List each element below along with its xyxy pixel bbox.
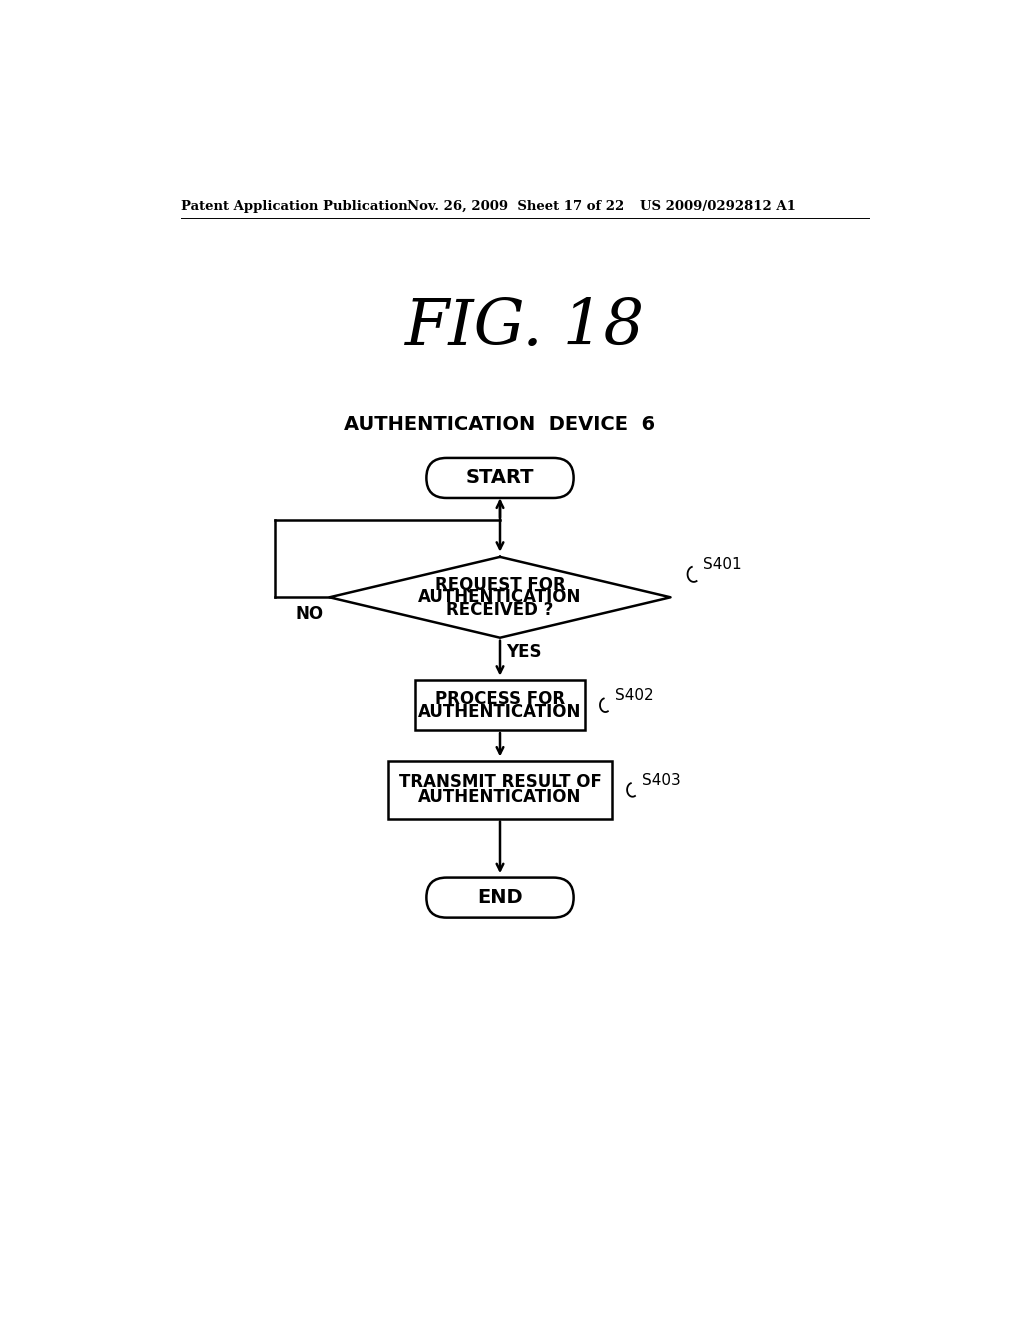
FancyBboxPatch shape <box>415 680 586 730</box>
Text: AUTHENTICATION: AUTHENTICATION <box>419 702 582 721</box>
Text: RECEIVED ?: RECEIVED ? <box>446 602 554 619</box>
FancyBboxPatch shape <box>426 878 573 917</box>
Text: FIG. 18: FIG. 18 <box>404 297 645 359</box>
Text: START: START <box>466 469 535 487</box>
Text: END: END <box>477 888 523 907</box>
Text: NO: NO <box>295 606 324 623</box>
Text: PROCESS FOR: PROCESS FOR <box>435 689 565 708</box>
Text: REQUEST FOR: REQUEST FOR <box>434 576 565 593</box>
Text: S402: S402 <box>614 688 653 704</box>
Text: Patent Application Publication: Patent Application Publication <box>180 199 408 213</box>
FancyBboxPatch shape <box>388 760 612 818</box>
Text: TRANSMIT RESULT OF: TRANSMIT RESULT OF <box>398 774 601 792</box>
Text: AUTHENTICATION: AUTHENTICATION <box>419 788 582 807</box>
Text: US 2009/0292812 A1: US 2009/0292812 A1 <box>640 199 796 213</box>
Text: S403: S403 <box>642 774 681 788</box>
Text: Nov. 26, 2009  Sheet 17 of 22: Nov. 26, 2009 Sheet 17 of 22 <box>407 199 625 213</box>
Text: AUTHENTICATION  DEVICE  6: AUTHENTICATION DEVICE 6 <box>344 414 655 433</box>
Text: AUTHENTICATION: AUTHENTICATION <box>419 589 582 606</box>
FancyBboxPatch shape <box>426 458 573 498</box>
Text: S401: S401 <box>703 557 741 573</box>
Text: YES: YES <box>506 643 542 660</box>
